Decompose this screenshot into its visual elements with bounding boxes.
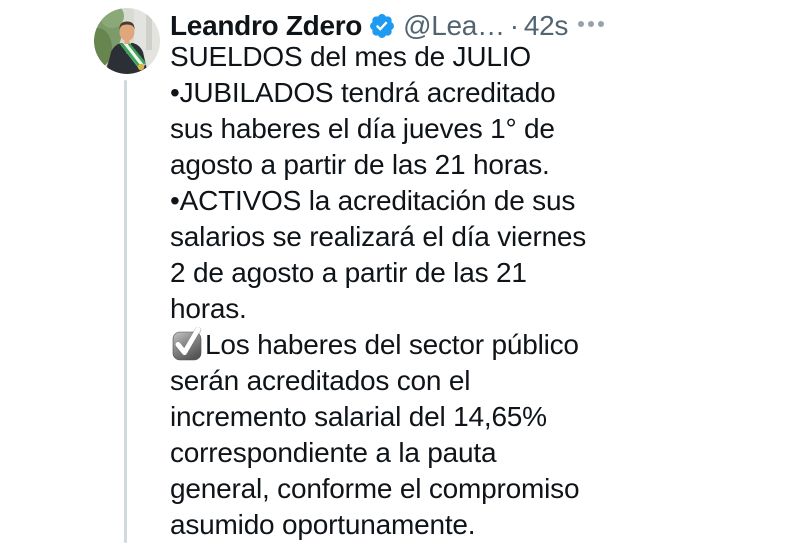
more-options-icon xyxy=(598,21,604,27)
tweet-text-check-line-label: Los haberes del sector público xyxy=(205,329,579,360)
author-handle[interactable]: @Lea… xyxy=(403,10,505,41)
tweet-header: Leandro Zdero @Lea… · 42s xyxy=(170,6,568,46)
author-name[interactable]: Leandro Zdero xyxy=(170,10,363,41)
more-options-icon xyxy=(588,21,594,27)
more-options-button[interactable] xyxy=(574,17,608,31)
tweet-text-check-line: Los haberes del sector público xyxy=(170,326,750,363)
tweet-text: SUELDOS del mes de JULIO •JUBILADOS tend… xyxy=(170,39,750,543)
tweet-text-part1: SUELDOS del mes de JULIO •JUBILADOS tend… xyxy=(170,41,587,324)
profile-photo-icon xyxy=(94,8,160,74)
thread-connector-line xyxy=(124,80,127,543)
timestamp[interactable]: 42s xyxy=(523,10,569,41)
ballot-box-check-icon xyxy=(170,326,204,361)
tweet-text-part2: serán acreditados con el incremento sala… xyxy=(170,365,580,540)
verified-icon xyxy=(368,12,396,40)
header-separator: · xyxy=(509,10,519,41)
more-options-icon xyxy=(578,21,584,27)
avatar[interactable] xyxy=(94,8,160,74)
